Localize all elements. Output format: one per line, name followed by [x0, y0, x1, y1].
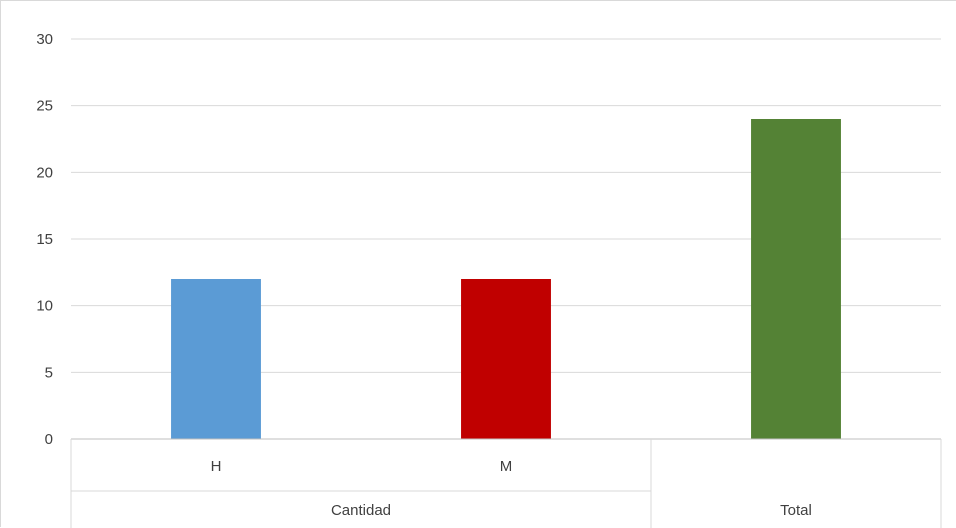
x-category-label-m: M [500, 458, 513, 475]
bar-m [461, 279, 551, 439]
y-tick-label-5: 5 [45, 364, 53, 381]
y-tick-label-25: 25 [36, 98, 53, 115]
x-group-label-total: Total [780, 502, 812, 519]
y-tick-label-20: 20 [36, 164, 53, 181]
bars [171, 119, 841, 439]
bar-h [171, 279, 261, 439]
x-axis-labels: H M Cantidad Total [211, 458, 812, 519]
y-tick-label-0: 0 [45, 431, 53, 448]
x-axis [70, 438, 942, 528]
x-group-label-cantidad: Cantidad [331, 502, 391, 519]
y-tick-label-15: 15 [36, 231, 53, 248]
bar-total [751, 119, 841, 439]
y-tick-label-10: 10 [36, 298, 53, 315]
x-category-label-h: H [211, 458, 222, 475]
y-tick-label-30: 30 [36, 31, 53, 48]
y-axis-tick-labels: 0 5 10 15 20 25 30 [36, 31, 53, 448]
